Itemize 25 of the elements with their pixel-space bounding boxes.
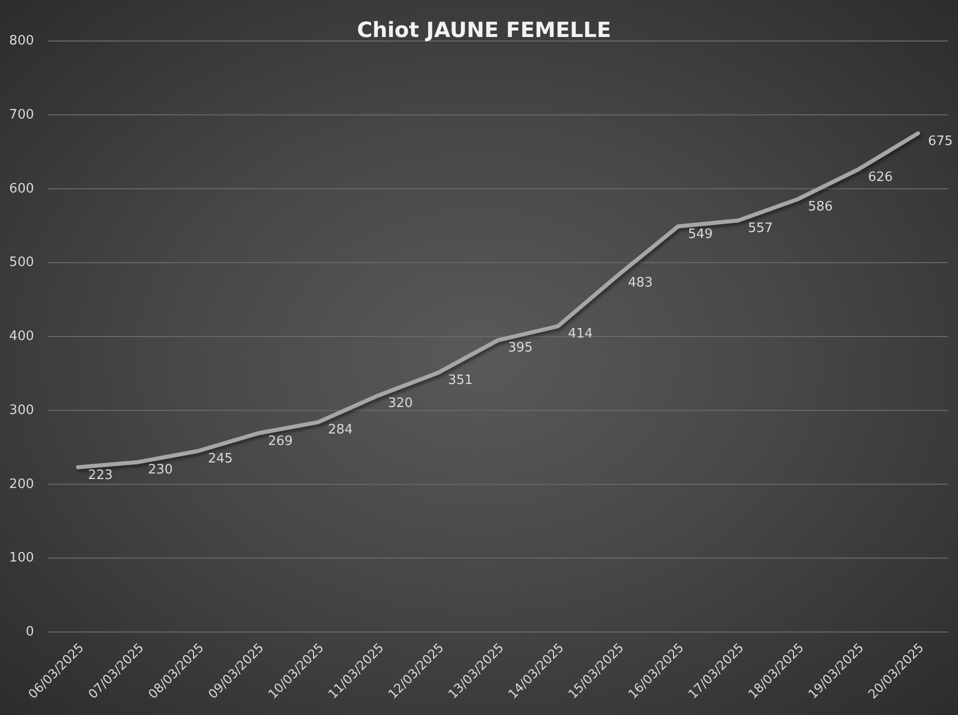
data-label: 351: [448, 373, 473, 388]
data-label: 284: [328, 422, 353, 438]
data-label: 557: [748, 221, 773, 236]
y-tick-label: 800: [9, 34, 34, 49]
data-label: 586: [808, 200, 833, 215]
y-tick-label: 400: [9, 329, 34, 344]
y-tick-label: 700: [9, 107, 34, 122]
data-label: 395: [508, 340, 533, 356]
data-label: 269: [268, 434, 293, 449]
chart-title: Chiot JAUNE FEMELLE: [356, 18, 612, 42]
data-label: 245: [208, 452, 233, 467]
data-label: 320: [388, 396, 413, 412]
data-label: 230: [148, 462, 173, 478]
data-label: 626: [868, 170, 893, 186]
y-tick-label: 0: [26, 624, 34, 640]
y-tick-label: 200: [9, 476, 34, 492]
data-label: 675: [928, 134, 953, 149]
data-label: 483: [628, 276, 653, 291]
y-tick-label: 300: [9, 402, 34, 418]
data-label: 414: [568, 326, 593, 342]
data-label: 223: [88, 468, 113, 483]
y-tick-label: 600: [9, 181, 34, 196]
data-label: 549: [688, 226, 713, 242]
y-tick-label: 500: [9, 255, 34, 270]
y-tick-label: 100: [9, 550, 34, 566]
